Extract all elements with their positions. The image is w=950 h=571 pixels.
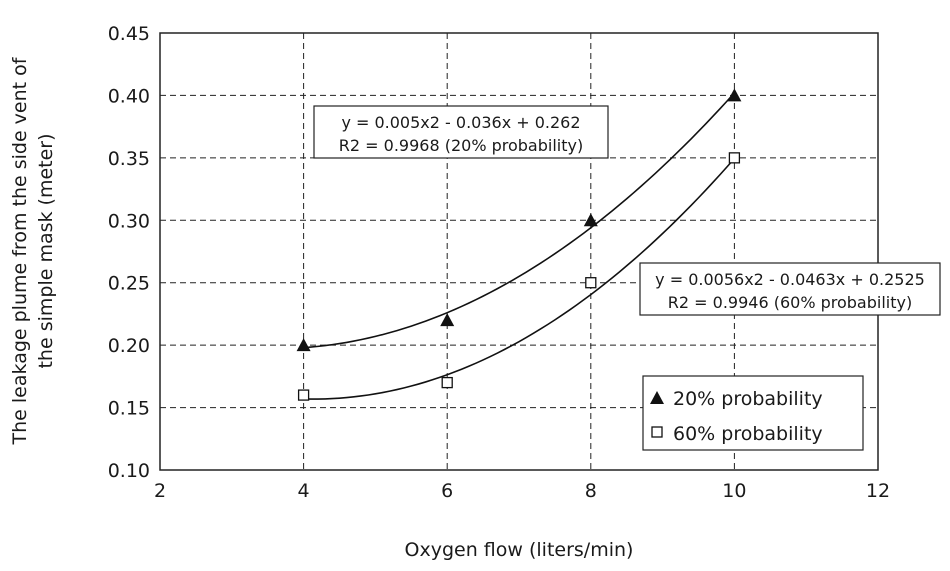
- equation-20-line-2: R2 = 0.9968 (20% probability): [339, 136, 583, 155]
- y-tick-label-0.40: 0.40: [108, 85, 150, 107]
- x-tick-label-4: 4: [298, 480, 310, 502]
- y-tick-label-0.30: 0.30: [108, 210, 150, 232]
- x-tick-label-12: 12: [866, 480, 890, 502]
- data-point-60-x6: [441, 376, 453, 389]
- equation-20-line-1: y = 0.005x2 - 0.036x + 0.262: [341, 113, 580, 132]
- equation-box-60: y = 0.0056x2 - 0.0463x + 0.2525 R2 = 0.9…: [639, 262, 941, 316]
- equation-box-60-frame: [639, 262, 941, 316]
- x-axis-title: Oxygen flow (liters/min): [405, 539, 634, 561]
- data-markers: [296, 88, 742, 401]
- y-tick-label-0.15: 0.15: [108, 398, 150, 420]
- legend-marker-60: [651, 426, 663, 438]
- y-tick-label-0.20: 0.20: [108, 335, 150, 357]
- y-tick-label-0.25: 0.25: [108, 273, 150, 295]
- x-tick-label-2: 2: [154, 480, 166, 502]
- y-tick-label-0.45: 0.45: [108, 23, 150, 45]
- data-point-60-x8: [585, 277, 597, 289]
- legend-label-60: 60% probability: [673, 423, 823, 445]
- trendline-series-2: [303, 157, 735, 400]
- legend: 20% probability 60% probability: [642, 375, 864, 451]
- equation-box-20-frame: [313, 105, 609, 159]
- x-tick-label-10: 10: [722, 480, 746, 502]
- y-axis-ticks: 0.10 0.15 0.20 0.25 0.30 0.35 0.40 0.45: [108, 23, 150, 482]
- legend-marker-20: [650, 391, 664, 404]
- x-tick-label-8: 8: [585, 480, 597, 502]
- y-tick-label-0.10: 0.10: [108, 460, 150, 482]
- x-tick-label-6: 6: [441, 480, 453, 502]
- trendlines: [303, 92, 735, 400]
- y-axis-title-line-2: the simple mask (meter): [35, 133, 57, 368]
- data-point-20-x6: [440, 313, 455, 327]
- data-point-60-x4: [297, 389, 310, 401]
- y-tick-label-0.35: 0.35: [108, 148, 150, 170]
- equation-60-line-2: R2 = 0.9946 (60% probability): [668, 293, 912, 312]
- legend-frame: [642, 375, 864, 451]
- data-point-20-x4: [296, 338, 311, 352]
- equation-box-20: y = 0.005x2 - 0.036x + 0.262 R2 = 0.9968…: [313, 105, 609, 159]
- trendline-series-1: [303, 92, 735, 349]
- data-point-60-x10: [728, 152, 741, 164]
- y-axis-title-line-1: The leakage plume from the side vent of: [9, 56, 31, 445]
- data-point-20-x10: [727, 88, 742, 102]
- data-point-20-x8: [583, 213, 598, 227]
- legend-label-20: 20% probability: [673, 388, 823, 410]
- equation-60-line-1: y = 0.0056x2 - 0.0463x + 0.2525: [655, 270, 925, 289]
- x-axis-ticks: 2 4 6 8 10 12: [154, 480, 890, 502]
